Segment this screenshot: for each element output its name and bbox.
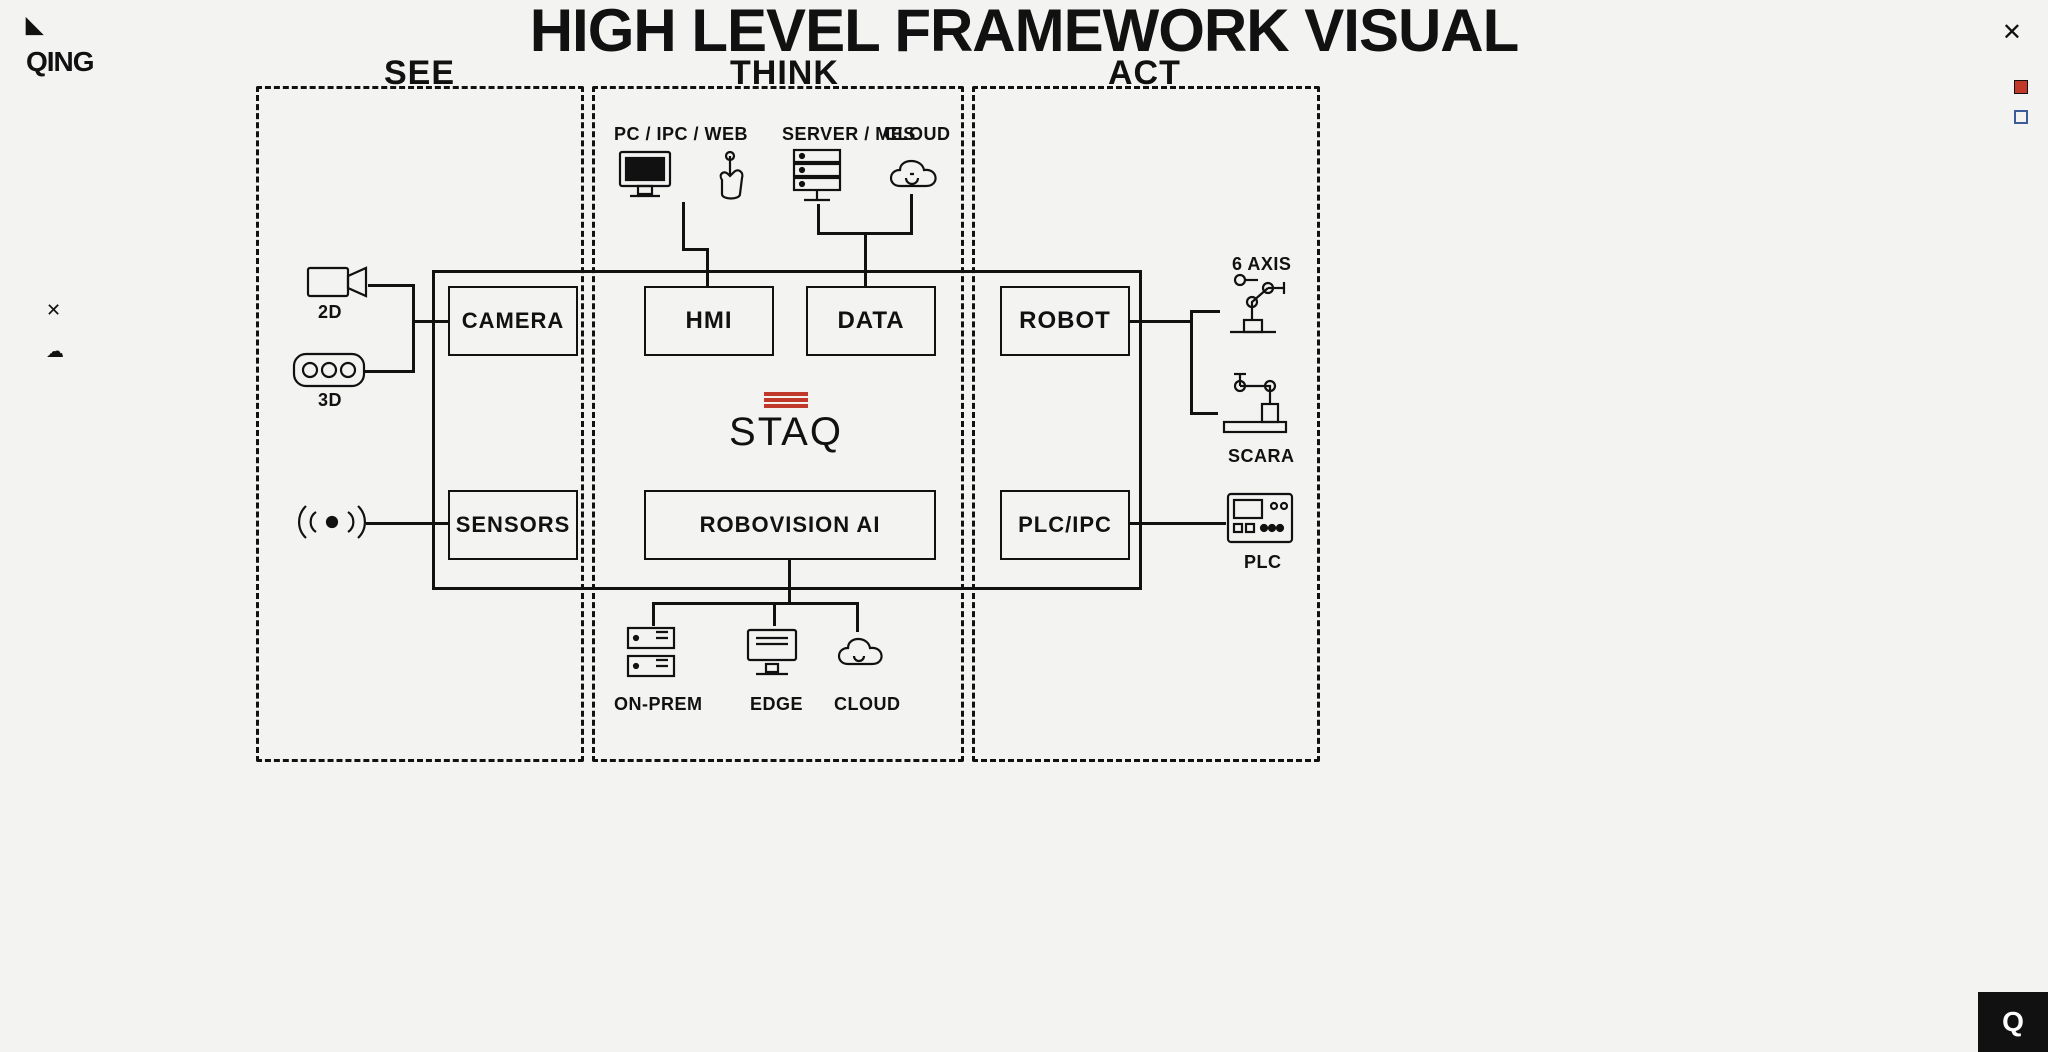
cloud-top-icon: [886, 156, 942, 196]
camera-3d-icon: [292, 350, 366, 390]
tool-cloud-icon[interactable]: ☁: [46, 341, 64, 362]
module-data: DATA: [806, 286, 936, 356]
label-scara: SCARA: [1228, 446, 1295, 467]
module-camera: CAMERA: [448, 286, 578, 356]
module-robot: ROBOT: [1000, 286, 1130, 356]
label-pcipc: PC / IPC / WEB: [614, 124, 748, 145]
corner-badge[interactable]: Q: [1978, 992, 2048, 1052]
touch-icon: [712, 150, 756, 204]
server-icon: [792, 148, 846, 204]
page-title: HIGH LEVEL FRAMEWORK VISUAL: [0, 0, 2048, 65]
staq-logo: STAQ: [726, 390, 846, 455]
cloud-bot-icon: [834, 636, 886, 674]
camera-2d-icon: [306, 262, 370, 302]
monitor-icon: [618, 150, 676, 200]
label-cloud-top: CLOUD: [884, 124, 951, 145]
label-edge: EDGE: [750, 694, 803, 715]
module-plc: PLC/IPC: [1000, 490, 1130, 560]
label-onprem: ON-PREM: [614, 694, 703, 715]
module-hmi: HMI: [644, 286, 774, 356]
label-plc: PLC: [1244, 552, 1282, 573]
right-markers: [2014, 80, 2028, 140]
module-sensors: SENSORS: [448, 490, 578, 560]
tool-x-icon[interactable]: ✕: [46, 300, 64, 321]
plc-device-icon: [1226, 492, 1298, 548]
label-3d: 3D: [318, 390, 342, 411]
robot-scara-icon: [1218, 370, 1300, 440]
edge-icon: [746, 628, 802, 678]
robot-6axis-icon: [1220, 272, 1300, 342]
side-tools: ✕ ☁: [46, 300, 64, 382]
label-2d: 2D: [318, 302, 342, 323]
onprem-icon: [626, 626, 680, 684]
module-robovision: ROBOVISION AI: [644, 490, 936, 560]
label-cloud-bot: CLOUD: [834, 694, 901, 715]
sensor-waves-icon: [296, 498, 368, 546]
